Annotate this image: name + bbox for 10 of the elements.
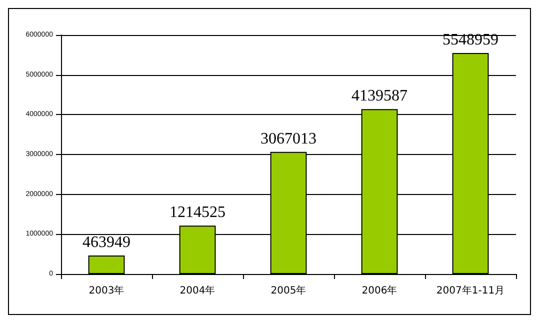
x-tick-label: 2003年 <box>88 284 124 296</box>
bar <box>88 256 125 274</box>
data-label: 463949 <box>82 234 130 252</box>
data-label: 3067013 <box>260 130 316 148</box>
x-tick-label: 2007年1-11月 <box>436 284 505 296</box>
x-tick-label: 2006年 <box>362 284 398 296</box>
data-label: 1214525 <box>170 204 226 222</box>
x-tick-label: 2004年 <box>180 284 216 296</box>
x-tick-label: 2005年 <box>270 284 306 296</box>
data-label: 4139587 <box>352 88 408 105</box>
